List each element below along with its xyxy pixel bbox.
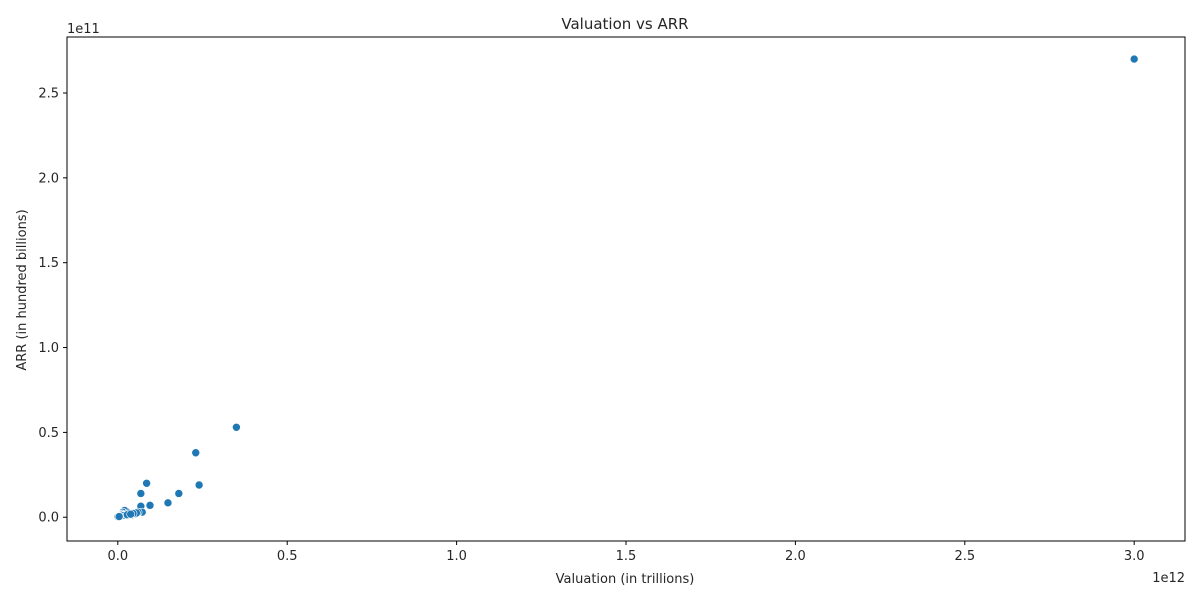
- x-tick-label: 0.5: [277, 549, 298, 564]
- data-point: [142, 479, 151, 488]
- x-tick-label: 3.0: [1124, 549, 1145, 564]
- x-axis-label: Valuation (in trillions): [556, 572, 695, 587]
- x-tick-label: 1.0: [446, 549, 467, 564]
- data-point: [126, 509, 135, 519]
- chart-title: Valuation vs ARR: [561, 15, 688, 33]
- data-point: [163, 498, 173, 508]
- data-point: [114, 512, 124, 521]
- data-point: [191, 448, 201, 458]
- y-offset-label: 1e11: [67, 22, 100, 37]
- scatter-points: [113, 54, 1139, 522]
- data-point: [174, 489, 184, 498]
- x-tick-label: 1.5: [616, 549, 637, 564]
- x-tick-label: 2.5: [954, 549, 975, 564]
- x-tick-label: 2.0: [785, 549, 806, 564]
- y-axis-ticks: 0.0 0.5 1.0 1.5 2.0 2.5: [38, 87, 67, 526]
- y-axis-label: ARR (in hundred billions): [15, 209, 30, 370]
- y-tick-label: 2.0: [38, 171, 59, 186]
- x-offset-label: 1e12: [1152, 571, 1185, 586]
- y-tick-label: 2.5: [38, 87, 59, 102]
- x-tick-label: 0.0: [107, 549, 128, 564]
- data-point: [1129, 54, 1139, 64]
- plot-frame: [66, 36, 1186, 542]
- data-point: [145, 501, 155, 510]
- data-point: [136, 489, 146, 498]
- y-tick-label: 0.0: [38, 511, 59, 526]
- y-tick-label: 1.0: [38, 341, 59, 356]
- data-point: [232, 423, 241, 432]
- data-point: [194, 480, 204, 490]
- y-tick-label: 0.5: [38, 426, 59, 441]
- y-tick-label: 1.5: [38, 256, 59, 271]
- x-axis-ticks: 0.0 0.5 1.0 1.5 2.0 2.5 3.0: [107, 541, 1145, 564]
